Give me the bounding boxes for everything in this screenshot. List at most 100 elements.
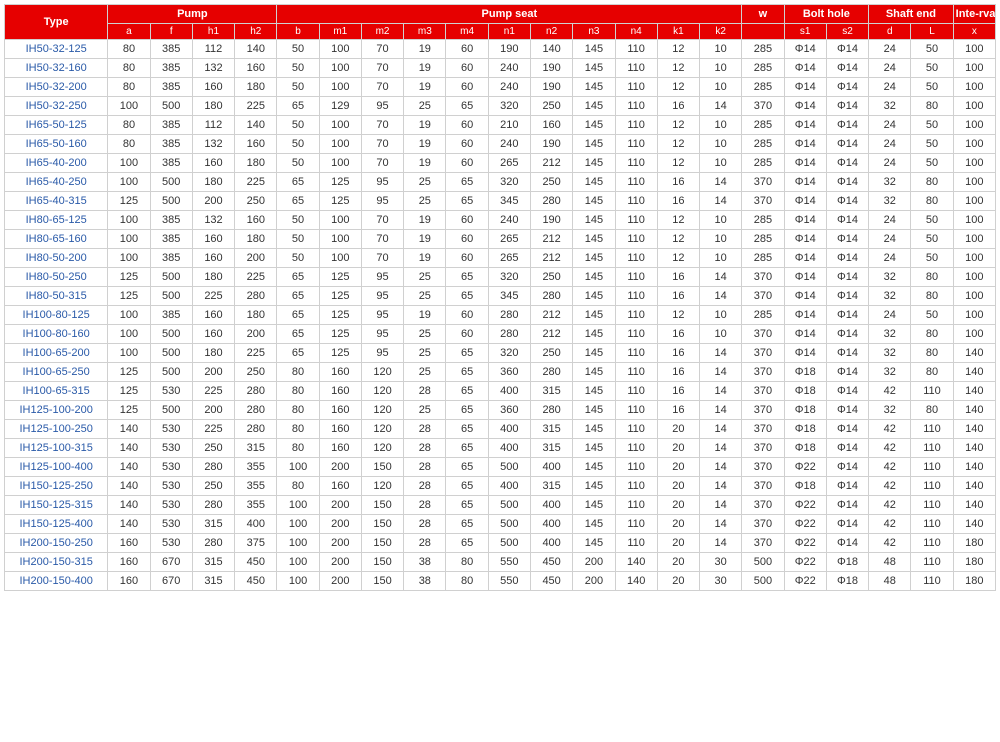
data-cell: 110 — [615, 249, 657, 268]
data-cell: 150 — [361, 515, 403, 534]
data-cell: Φ14 — [826, 496, 868, 515]
data-cell: 140 — [953, 420, 995, 439]
data-cell: 140 — [615, 572, 657, 591]
data-cell: 100 — [953, 268, 995, 287]
data-cell: 24 — [869, 249, 911, 268]
data-cell: 500 — [150, 344, 192, 363]
data-cell: 12 — [657, 306, 699, 325]
data-cell: 100 — [953, 211, 995, 230]
table-row: IH125-100-315140530250315801601202865400… — [5, 439, 996, 458]
data-cell: 100 — [277, 496, 319, 515]
data-cell: 180 — [953, 553, 995, 572]
data-cell: Φ14 — [826, 116, 868, 135]
table-row: IH80-65-12510038513216050100701960240190… — [5, 211, 996, 230]
data-cell: Φ14 — [826, 344, 868, 363]
data-cell: 355 — [235, 458, 277, 477]
data-cell: 450 — [235, 553, 277, 572]
data-cell: 14 — [700, 439, 742, 458]
data-cell: Φ18 — [784, 401, 826, 420]
header-sub: k2 — [700, 24, 742, 40]
data-cell: 140 — [108, 515, 150, 534]
type-cell: IH125-100-250 — [5, 420, 108, 439]
data-cell: 65 — [446, 515, 488, 534]
data-cell: 24 — [869, 230, 911, 249]
data-cell: 50 — [277, 230, 319, 249]
data-cell: 70 — [361, 116, 403, 135]
data-cell: 375 — [235, 534, 277, 553]
data-cell: 110 — [911, 496, 953, 515]
data-cell: 145 — [573, 211, 615, 230]
data-cell: 10 — [700, 325, 742, 344]
data-cell: 65 — [446, 382, 488, 401]
data-cell: 110 — [615, 458, 657, 477]
data-cell: 16 — [657, 363, 699, 382]
data-cell: 95 — [361, 344, 403, 363]
data-cell: 110 — [911, 420, 953, 439]
data-cell: 65 — [277, 344, 319, 363]
type-cell: IH65-40-200 — [5, 154, 108, 173]
data-cell: 370 — [742, 401, 784, 420]
data-cell: 265 — [488, 154, 530, 173]
data-cell: 16 — [657, 268, 699, 287]
data-cell: 370 — [742, 173, 784, 192]
header-group: Pump seat — [277, 5, 742, 24]
data-cell: 100 — [953, 325, 995, 344]
data-cell: 25 — [404, 401, 446, 420]
data-cell: 125 — [108, 192, 150, 211]
data-cell: 160 — [108, 534, 150, 553]
data-cell: 100 — [277, 572, 319, 591]
header-sub: s2 — [826, 24, 868, 40]
data-cell: 140 — [953, 458, 995, 477]
data-cell: 150 — [361, 458, 403, 477]
data-cell: 200 — [319, 458, 361, 477]
table-row: IH65-50-12580385112140501007019602101601… — [5, 116, 996, 135]
data-cell: 14 — [700, 97, 742, 116]
data-cell: 14 — [700, 344, 742, 363]
data-cell: 385 — [150, 78, 192, 97]
data-cell: 50 — [911, 116, 953, 135]
data-cell: 360 — [488, 363, 530, 382]
type-cell: IH200-150-400 — [5, 572, 108, 591]
header-row-subs: afh1h2bm1m2m3m4n1n2n3n4k1k2s1s2dLx — [5, 24, 996, 40]
data-cell: 145 — [573, 401, 615, 420]
data-cell: 355 — [235, 477, 277, 496]
data-cell: 42 — [869, 496, 911, 515]
data-cell: 95 — [361, 97, 403, 116]
data-cell: 110 — [615, 154, 657, 173]
data-cell: 60 — [446, 116, 488, 135]
data-cell: 145 — [573, 496, 615, 515]
data-cell: 250 — [192, 477, 234, 496]
data-cell: 16 — [657, 382, 699, 401]
data-cell: 400 — [488, 382, 530, 401]
data-cell: 20 — [657, 496, 699, 515]
data-cell: 200 — [573, 572, 615, 591]
data-cell: 25 — [404, 268, 446, 287]
data-cell: 160 — [192, 249, 234, 268]
data-cell: 80 — [108, 116, 150, 135]
data-cell: Φ14 — [784, 306, 826, 325]
data-cell: 140 — [108, 477, 150, 496]
data-cell: 120 — [361, 477, 403, 496]
data-cell: 80 — [446, 553, 488, 572]
data-cell: 19 — [404, 40, 446, 59]
data-cell: 19 — [404, 306, 446, 325]
data-cell: 370 — [742, 268, 784, 287]
data-cell: 400 — [235, 515, 277, 534]
data-cell: 60 — [446, 230, 488, 249]
data-cell: 80 — [446, 572, 488, 591]
data-cell: 16 — [657, 325, 699, 344]
data-cell: 10 — [700, 78, 742, 97]
data-cell: 212 — [530, 230, 572, 249]
data-cell: 12 — [657, 40, 699, 59]
data-cell: 65 — [277, 97, 319, 116]
data-cell: 100 — [953, 78, 995, 97]
table-row: IH125-100-200125500200280801601202565360… — [5, 401, 996, 420]
header-sub: x — [953, 24, 995, 40]
header-sub: a — [108, 24, 150, 40]
data-cell: 160 — [235, 135, 277, 154]
data-cell: 140 — [235, 40, 277, 59]
data-cell: 160 — [319, 477, 361, 496]
data-cell: Φ14 — [784, 325, 826, 344]
data-cell: 200 — [192, 192, 234, 211]
data-cell: 500 — [488, 496, 530, 515]
